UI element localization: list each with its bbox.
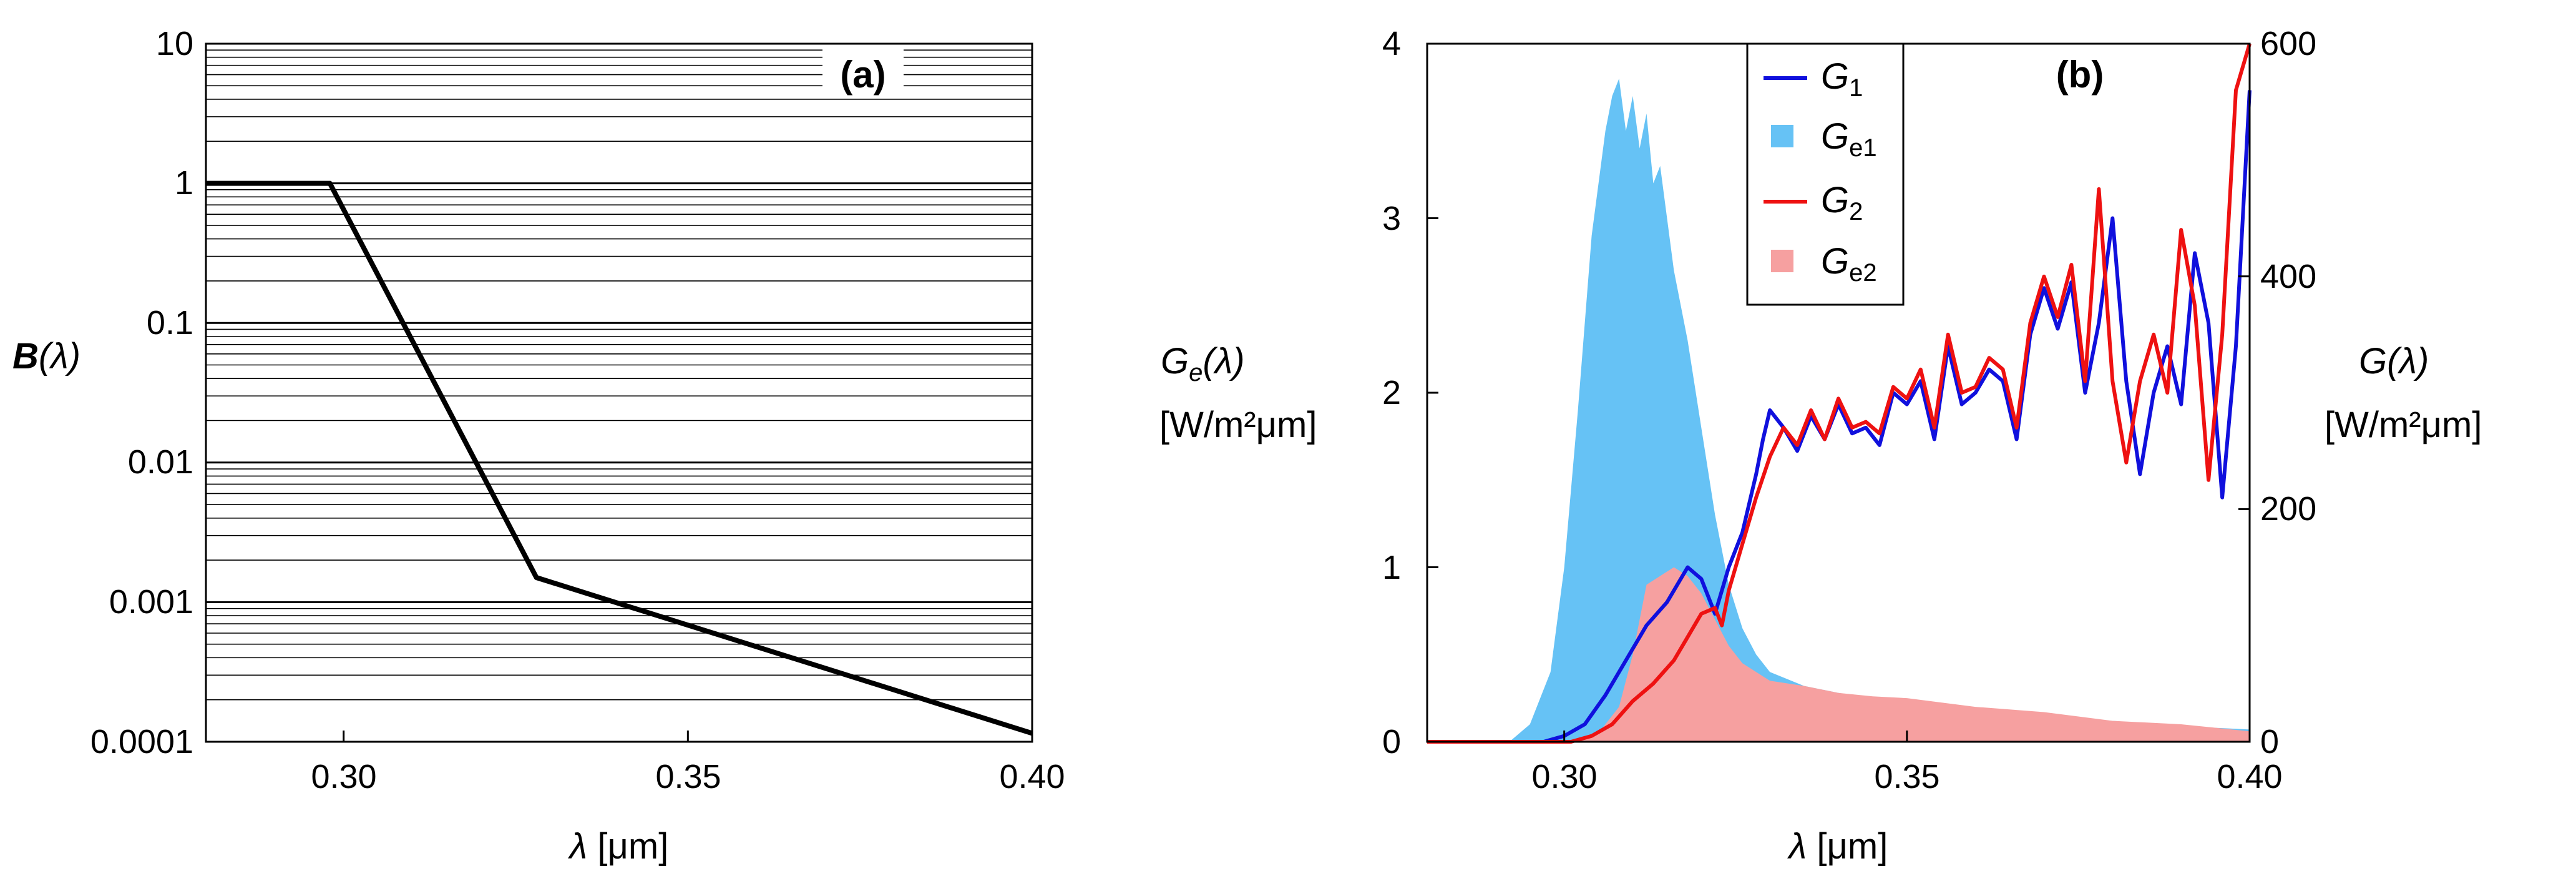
ge1-area: [1427, 78, 2250, 742]
svg-text:Ge(λ): Ge(λ): [1161, 341, 1245, 386]
ge2-area: [1427, 567, 2250, 742]
legend: G1 Ge1 G2 Ge2: [1746, 42, 1905, 306]
g2-line: [1427, 43, 2252, 744]
panel-b-tick-marks: [1427, 42, 2251, 743]
b-yleft-tick-3: 3: [1382, 200, 1401, 237]
legend-ge1-swatch: [1771, 125, 1793, 147]
a-y-axis-label: B(λ): [12, 336, 80, 377]
b-xtick-0.35: 0.35: [1874, 758, 1939, 795]
g1-line: [1427, 90, 2252, 744]
a-ytick-0.001: 0.001: [109, 583, 193, 621]
a-ylabel-arg: (λ): [39, 336, 80, 377]
a-ytick-0.0001: 0.0001: [90, 723, 193, 760]
panel-a-grid: [206, 49, 1033, 743]
a-xlabel-unit: [μm]: [597, 826, 668, 867]
panel-a: 0.0001 0.001 0.01 0.1 1 10 0.30 0.35 0.4…: [12, 25, 1065, 867]
b-yleft-tick-0: 0: [1382, 723, 1401, 760]
legend-g2-label: G2: [1821, 180, 1863, 225]
b-right-y-axis-label: G(λ) [W/m²μm]: [2325, 341, 2482, 445]
a-ylabel-symbol: B: [12, 336, 39, 377]
b-yright-tick-400: 400: [2260, 258, 2316, 295]
panel-a-label-bg: [822, 49, 904, 99]
b-x-axis-label: λ [μm]: [1787, 826, 1888, 867]
a-ytick-1: 1: [175, 164, 193, 202]
a-xtick-0.35: 0.35: [655, 758, 721, 795]
b-left-y-axis-label: Ge(λ) [W/m²μm]: [1159, 341, 1317, 445]
a-xlabel-symbol: λ: [568, 826, 588, 867]
legend-g1-label: G1: [1821, 56, 1863, 102]
legend-ge2-swatch: [1771, 250, 1793, 272]
panel-a-label: (a): [840, 54, 886, 96]
b-xtick-0.40: 0.40: [2217, 758, 2282, 795]
a-ytick-10: 10: [156, 25, 193, 62]
panel-a-frame: [205, 42, 1033, 743]
b-yleft-tick-4: 4: [1382, 25, 1401, 62]
b-yright-tick-600: 600: [2260, 25, 2316, 62]
legend-ge1-label: Ge1: [1821, 116, 1877, 162]
svg-text:[W/m²μm]: [W/m²μm]: [1159, 405, 1317, 445]
b-lambda-curve: [206, 180, 1033, 736]
b-yleft-tick-1: 1: [1382, 549, 1401, 586]
svg-text:[W/m²μm]: [W/m²μm]: [2325, 405, 2482, 445]
a-xtick-0.40: 0.40: [999, 758, 1065, 795]
a-xtick-0.30: 0.30: [311, 758, 376, 795]
b-xtick-0.30: 0.30: [1531, 758, 1597, 795]
b-yright-tick-200: 200: [2260, 490, 2316, 528]
panel-b-label: (b): [2056, 54, 2104, 96]
b-yright-tick-0: 0: [2260, 723, 2279, 760]
a-ytick-0.1: 0.1: [147, 304, 193, 342]
a-ytick-0.01: 0.01: [128, 443, 193, 481]
b-yleft-tick-2: 2: [1382, 374, 1401, 411]
panel-b: 0 1 2 3 4 0 200 400 600 0.30 0.35 0.40 (…: [1159, 25, 2482, 867]
a-x-axis-label: λ [μm]: [568, 826, 669, 867]
svg-text:G(λ): G(λ): [2359, 341, 2429, 381]
legend-ge2-label: Ge2: [1821, 241, 1877, 287]
